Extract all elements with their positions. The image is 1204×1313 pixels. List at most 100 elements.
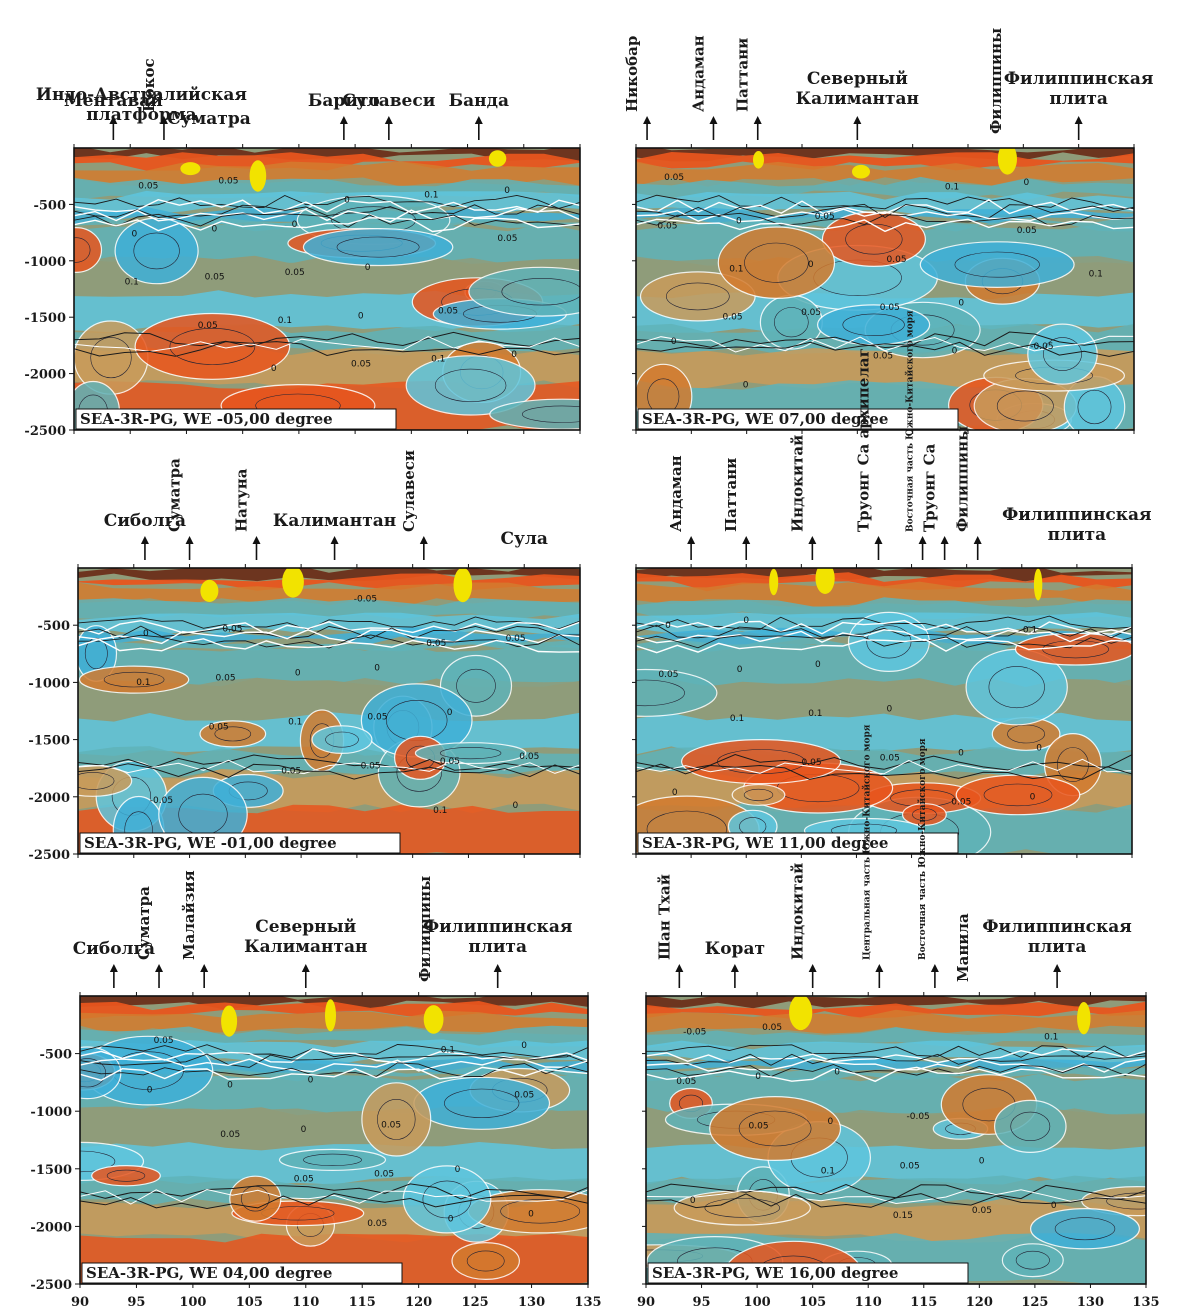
- anomaly-patch: [91, 1164, 161, 1187]
- contour-line: [912, 808, 937, 821]
- contour-value-label: 0.05: [438, 307, 458, 317]
- contour-line: [78, 763, 580, 780]
- region-label: Суматра: [166, 458, 194, 560]
- contour-line: [80, 1062, 588, 1077]
- contour-line: [444, 1088, 520, 1118]
- contour-value-label: 0.1: [730, 714, 744, 724]
- plot-frame: [77, 567, 581, 855]
- contour-line: [636, 679, 685, 707]
- region-label: Натуна: [232, 468, 261, 560]
- anomaly-patch: [229, 1175, 282, 1222]
- contour-line: [1010, 1111, 1051, 1141]
- anomaly-patch: [955, 774, 1081, 816]
- depth-band: [646, 1067, 1146, 1082]
- hotspot: [1033, 568, 1043, 601]
- hotspot: [815, 568, 835, 594]
- panel-caption: SEA-3R-PG, WE 04,00 degree: [81, 1262, 403, 1284]
- anomaly-patch: [278, 1148, 387, 1172]
- anomaly-patch: [199, 720, 267, 748]
- contour-value-label: 0: [828, 1117, 834, 1127]
- contour-value-label: 0.1: [125, 277, 139, 287]
- contour-line: [336, 236, 420, 258]
- region-label: Индокитай: [788, 435, 817, 560]
- depth-band: [74, 148, 580, 161]
- contour-value-label: 0: [736, 217, 742, 227]
- region-arrowhead: [675, 964, 684, 972]
- region-label: Труонг Са архипелаг: [854, 348, 883, 560]
- contour-line: [522, 405, 580, 423]
- contour-value-label: 0: [672, 788, 678, 798]
- region-arrowhead: [330, 536, 339, 544]
- contour-value-label: -0.05: [1030, 342, 1053, 352]
- contour-line: [78, 625, 580, 640]
- contour-value-label: 0: [952, 347, 958, 357]
- panel-caption: SEA-3R-PG, WE 16,00 degree: [647, 1262, 969, 1284]
- region-label: Филиппинская плита: [982, 917, 1132, 988]
- anomaly-patch: [361, 1082, 432, 1157]
- region-arrowhead: [808, 536, 817, 544]
- anomaly-patch: [1001, 1243, 1064, 1278]
- y-tick-label: -1000: [28, 676, 70, 691]
- region-name: Калимантан: [273, 511, 396, 531]
- contour-value-label: 0.05: [351, 359, 371, 369]
- panel-caption-text: SEA-3R-PG, WE -05,00 degree: [80, 410, 333, 428]
- contour-line: [456, 668, 496, 703]
- contour-line: [325, 731, 359, 748]
- depth-band: [646, 1009, 1146, 1035]
- hotspot: [1077, 1002, 1091, 1035]
- contour-value-label: 0.1: [945, 183, 959, 193]
- hotspot: [180, 162, 201, 176]
- region-arrowhead: [109, 964, 118, 972]
- region-name: Банда: [449, 91, 509, 111]
- anomaly-patch: [414, 742, 527, 765]
- region-name: Андаман: [689, 35, 707, 112]
- contour-line: [422, 1180, 472, 1219]
- contour-line: [84, 637, 108, 670]
- contour-field: 0.05 -0.05 0.05 0.05 0.1 0.05 0.1 0.05 0.1 0.05 0 0…: [78, 568, 580, 854]
- contour-value-label: 0.05: [873, 351, 893, 361]
- x-tick-label: 105: [799, 1295, 826, 1310]
- anomaly-patch: [731, 783, 786, 806]
- contour-value-label: 0: [671, 337, 677, 347]
- contour-value-label: 0.05: [657, 221, 677, 231]
- region-label: Сиболга: [73, 939, 155, 988]
- hotspot: [852, 164, 870, 179]
- region-name: Филиппинская плита: [423, 917, 572, 957]
- region-label: Филиппины: [954, 426, 982, 560]
- contour-line: [133, 232, 180, 270]
- panel-3: 0.05 -0.05 0.05 0.05 0.1 0.05 0.1 0.05 0.1 0.05 0 0…: [28, 450, 581, 863]
- contour-value-label: 0: [308, 1076, 314, 1086]
- region-label: Барито: [308, 91, 380, 140]
- region-label: Сулавеси: [342, 91, 436, 140]
- contour-line: [434, 368, 507, 403]
- region-name: Ментавай: [64, 91, 163, 111]
- x-tick-label: 105: [236, 1295, 263, 1310]
- region-name: Андаман: [667, 455, 685, 532]
- contour-line: [704, 1198, 780, 1218]
- x-tick-label: 130: [1077, 1295, 1104, 1310]
- contour-line: [744, 242, 809, 283]
- region-label: Сула: [501, 529, 548, 549]
- panel-caption-text: SEA-3R-PG, WE 11,00 degree: [642, 834, 888, 852]
- region-arrowhead: [301, 964, 310, 972]
- contour-line: [636, 753, 1132, 771]
- y-tick-label: -2000: [28, 791, 70, 806]
- contour-line: [636, 634, 1132, 649]
- x-tick-label: 120: [405, 1295, 432, 1310]
- anomaly-patch: [709, 1095, 842, 1161]
- region-name: Паттани: [722, 458, 740, 532]
- contour-line: [74, 341, 580, 357]
- contour-line: [78, 633, 580, 649]
- contour-line: [1057, 747, 1089, 783]
- contour-value-label: 0.05: [361, 762, 381, 772]
- depth-band: [78, 568, 580, 582]
- contour-line: [646, 1066, 1146, 1083]
- y-tick-label: -1500: [24, 311, 66, 326]
- contour-value-label: 0.05: [440, 757, 460, 767]
- contour-line: [636, 763, 1132, 780]
- contour-line: [636, 624, 1132, 639]
- contour-line: [954, 251, 1040, 278]
- contour-line: [80, 1058, 588, 1073]
- panel-caption: SEA-3R-PG, WE -01,00 degree: [79, 832, 401, 854]
